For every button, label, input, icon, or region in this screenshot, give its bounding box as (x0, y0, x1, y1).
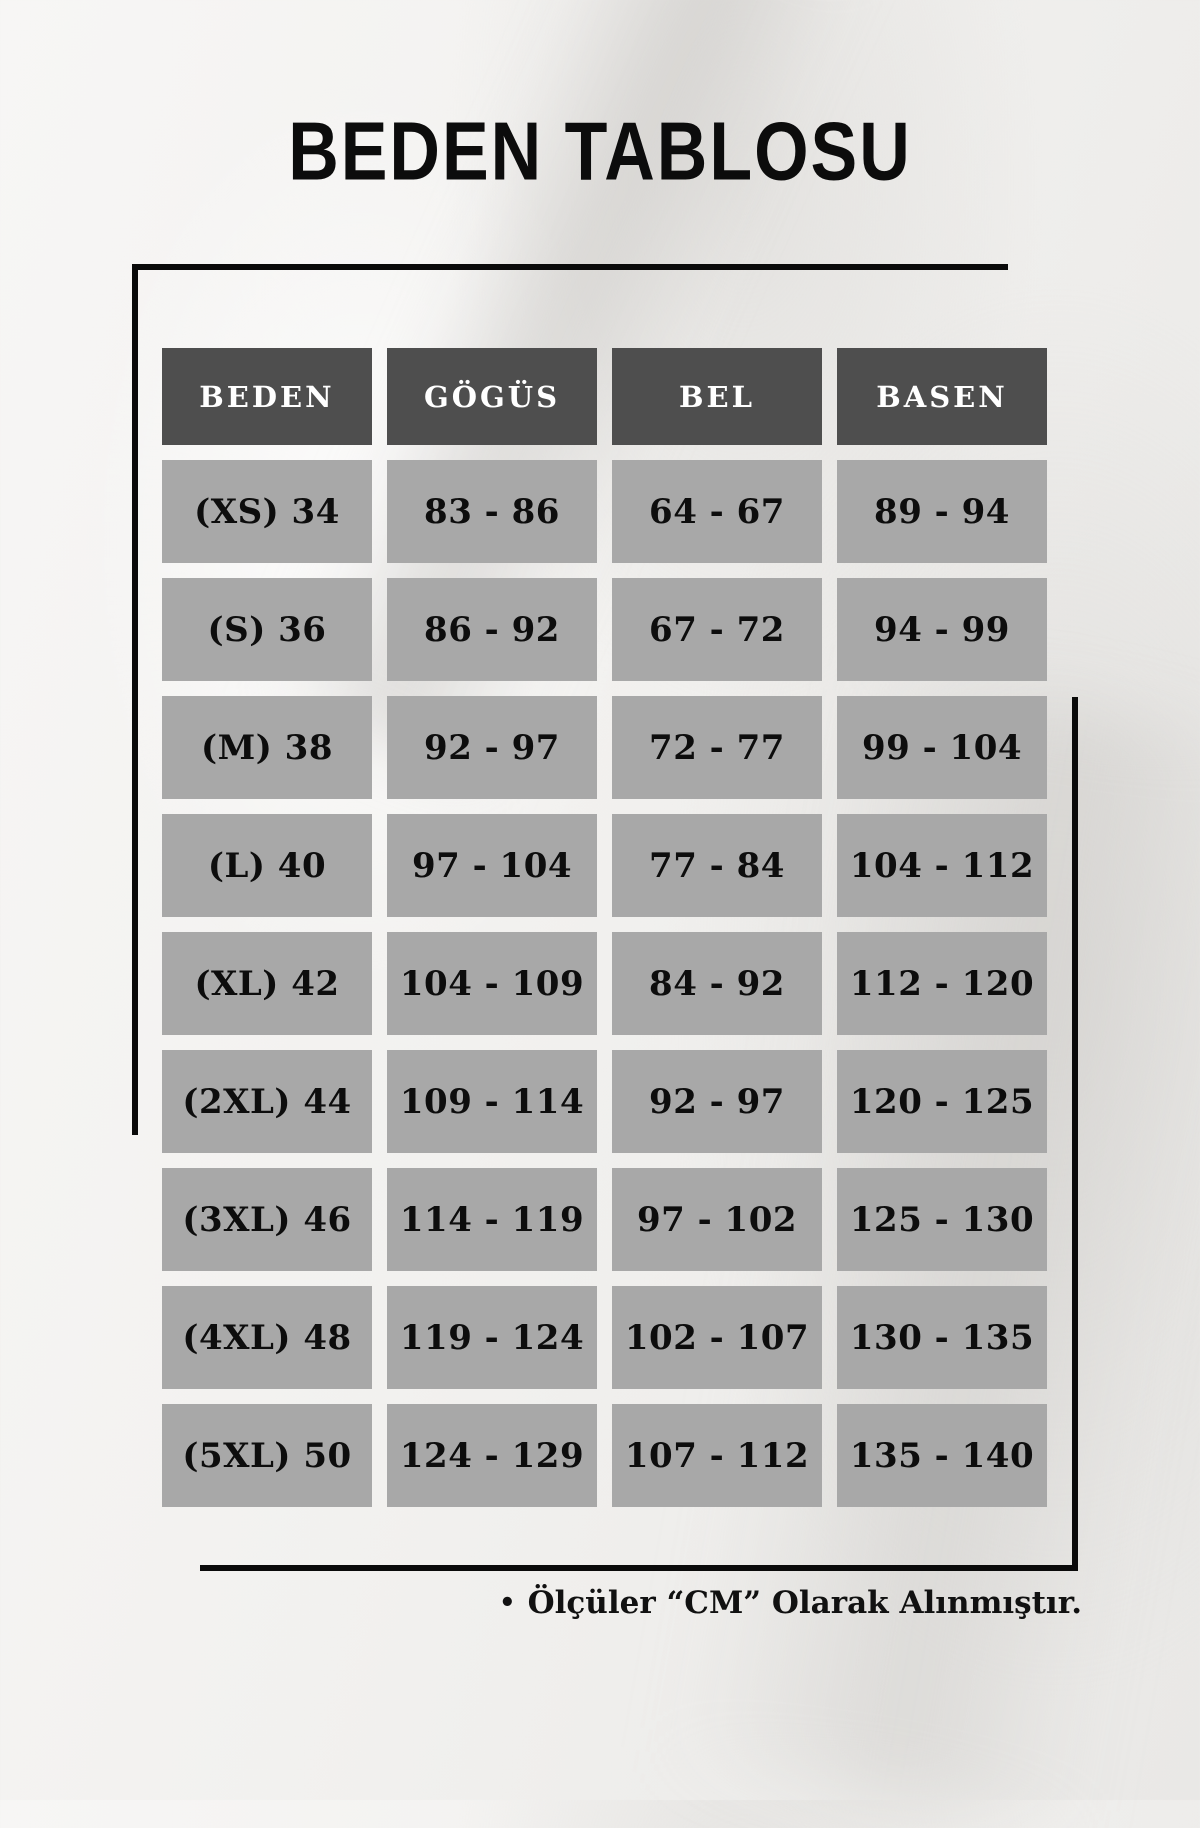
size-label-cell: (M) 38 (162, 696, 372, 799)
table-cell: 92 - 97 (387, 696, 597, 799)
table-cell: 130 - 135 (837, 1286, 1047, 1389)
bullet-icon: • (499, 1588, 516, 1618)
table-cell: 92 - 97 (612, 1050, 822, 1153)
table-cell: 120 - 125 (837, 1050, 1047, 1153)
column-header-bel: BEL (612, 348, 822, 445)
table-cell: 119 - 124 (387, 1286, 597, 1389)
column-header-basen: BASEN (837, 348, 1047, 445)
size-label-cell: (S) 36 (162, 578, 372, 681)
decorative-line-bottom (200, 1565, 1078, 1571)
table-cell: 94 - 99 (837, 578, 1047, 681)
page-title: BEDEN TABLOSU (288, 105, 912, 198)
decorative-line-left (132, 264, 138, 1135)
size-chart-table: BEDEN GÖGÜS BEL BASEN (XS) 34 83 - 86 64… (162, 348, 1047, 1507)
measurement-unit-note-text: Ölçüler “CM” Olarak Alınmıştır. (527, 1585, 1082, 1621)
table-cell: 97 - 102 (612, 1168, 822, 1271)
table-cell: 99 - 104 (837, 696, 1047, 799)
size-label-cell: (5XL) 50 (162, 1404, 372, 1507)
size-label-cell: (XL) 42 (162, 932, 372, 1035)
table-cell: 97 - 104 (387, 814, 597, 917)
decorative-line-right (1072, 697, 1078, 1571)
size-label-cell: (XS) 34 (162, 460, 372, 563)
table-cell: 112 - 120 (837, 932, 1047, 1035)
table-cell: 64 - 67 (612, 460, 822, 563)
measurement-unit-note: • Ölçüler “CM” Olarak Alınmıştır. (499, 1585, 1082, 1621)
table-cell: 72 - 77 (612, 696, 822, 799)
column-header-gogus: GÖGÜS (387, 348, 597, 445)
size-label-cell: (2XL) 44 (162, 1050, 372, 1153)
table-cell: 84 - 92 (612, 932, 822, 1035)
table-cell: 104 - 112 (837, 814, 1047, 917)
table-cell: 102 - 107 (612, 1286, 822, 1389)
size-label-cell: (4XL) 48 (162, 1286, 372, 1389)
table-cell: 107 - 112 (612, 1404, 822, 1507)
table-cell: 125 - 130 (837, 1168, 1047, 1271)
decorative-line-top (132, 264, 1008, 270)
table-cell: 67 - 72 (612, 578, 822, 681)
column-header-beden: BEDEN (162, 348, 372, 445)
table-cell: 135 - 140 (837, 1404, 1047, 1507)
table-cell: 104 - 109 (387, 932, 597, 1035)
table-cell: 114 - 119 (387, 1168, 597, 1271)
table-cell: 124 - 129 (387, 1404, 597, 1507)
size-label-cell: (3XL) 46 (162, 1168, 372, 1271)
table-cell: 83 - 86 (387, 460, 597, 563)
table-cell: 89 - 94 (837, 460, 1047, 563)
size-label-cell: (L) 40 (162, 814, 372, 917)
table-cell: 86 - 92 (387, 578, 597, 681)
table-cell: 109 - 114 (387, 1050, 597, 1153)
table-cell: 77 - 84 (612, 814, 822, 917)
